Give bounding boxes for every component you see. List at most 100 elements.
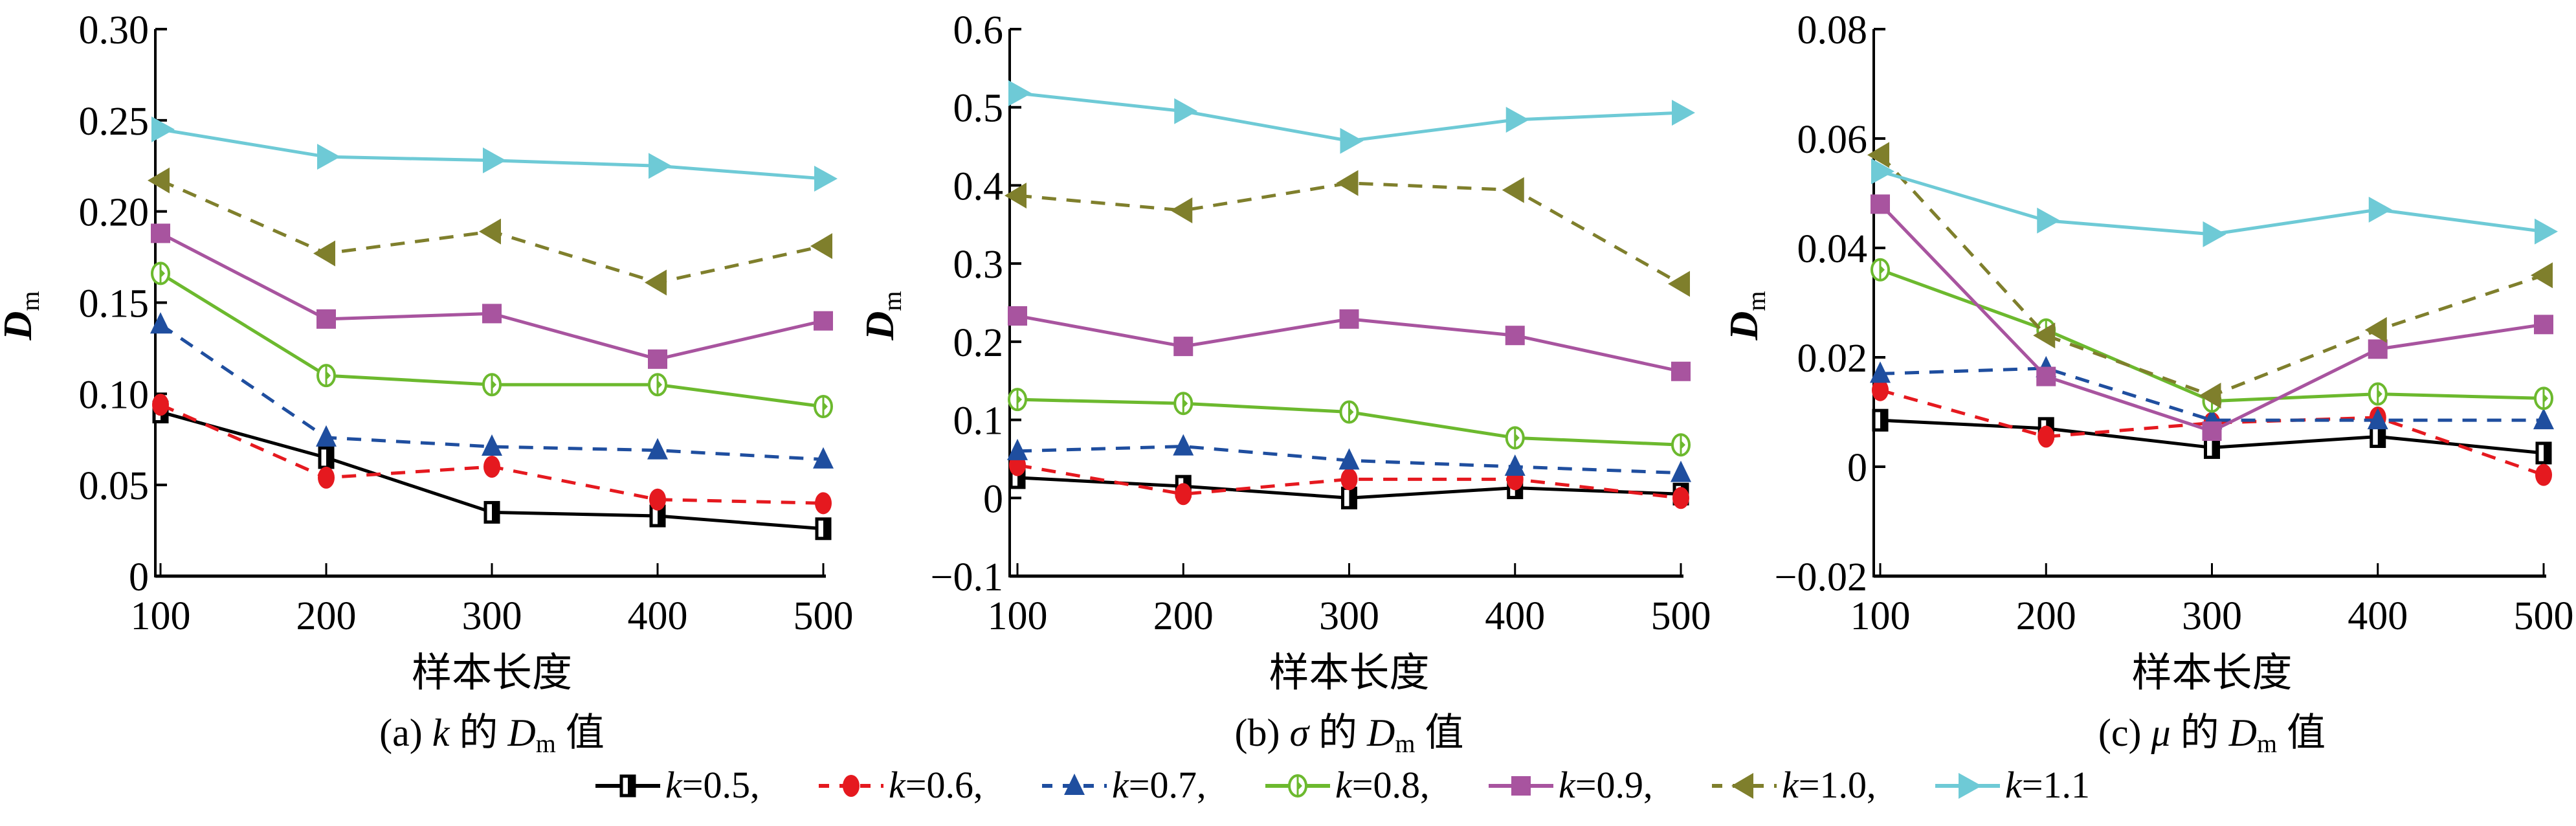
x-tick-label: 400 [628,594,688,638]
y-axis-title: Dm [1722,291,1771,341]
data-point-tip [823,402,828,412]
y-tick-label: 0.20 [79,191,150,235]
legend-item: k=0.8, [1265,764,1429,806]
data-point-fill [658,506,664,526]
data-point-tip [161,269,165,278]
x-tick-label: 400 [2348,594,2408,638]
data-point [2368,196,2392,223]
x-axis-title: 样本长度 [2131,651,2292,695]
data-point-fill [1880,410,1887,430]
series-k-0.7 [1007,434,1691,482]
data-point [2367,408,2388,430]
data-point [317,144,340,170]
data-point [1340,128,1364,154]
data-point [151,116,175,142]
panel-b: −0.1 0 0.1 0.2 0.3 0.4 0.5 0.6 100 200 300 400 500 Dm… [858,8,1711,758]
data-point [316,425,337,447]
y-tick-label: 0.3 [953,243,1004,287]
legend-item: k=0.5, [595,764,759,806]
legend-param: k [1559,764,1576,806]
panel-caption: (a) k 的 Dm 值 [379,711,605,758]
data-point [648,349,667,369]
series-line [1017,463,1682,500]
y-axis-title: Dm [0,291,45,341]
legend-value: =0.7, [1129,764,1206,806]
caption-prefix: (b) [1234,711,1289,754]
y-tick-label: 0.30 [79,8,150,52]
data-point [2037,425,2055,448]
data-point-tip [1017,395,1022,405]
legend-label: k=0.5, [665,764,759,806]
data-point [148,167,170,194]
data-point [1871,158,1894,184]
x-tick-label: 200 [296,594,357,638]
caption-param: σ [1289,711,1310,754]
data-point-tip [1880,265,1885,274]
data-point [2368,339,2388,359]
data-point-fill [2212,438,2219,458]
x-tick-label: 500 [794,594,854,638]
legend-value: =1.0, [1799,764,1876,806]
data-point [649,488,666,511]
caption-sub: m [536,729,556,758]
series-k-1.0 [1005,170,1690,297]
panel-a: 0 0.05 0.10 0.15 0.20 0.25 0.30 100 200 300 400 500… [0,8,854,758]
data-point [483,456,500,478]
data-point [2535,218,2558,245]
y-axis-title-main: D [1722,311,1766,341]
legend-marker [1511,776,1531,796]
legend-marker-tip [1298,781,1302,790]
data-point [150,312,171,334]
series-k-1.0 [148,167,832,296]
series-line [1880,366,2544,422]
data-point [2364,317,2387,343]
data-point [2534,315,2553,335]
x-tick-label: 500 [1651,594,1711,638]
legend-item: k=1.0, [1712,764,1876,806]
legend-param: k [2005,764,2023,806]
caption-suffix: 值 [2277,711,2326,754]
legend-label: k=1.0, [1782,764,1876,806]
data-point [1008,80,1032,106]
legend-param: k [1112,764,1129,806]
caption-mid: 的 [449,711,507,754]
y-tick-label: 0.2 [953,321,1004,365]
panel-c: −0.02 0 0.02 0.04 0.06 0.08 100 200 300 400 500 Dm 样… [1722,8,2574,758]
legend-value: =0.8, [1352,764,1430,806]
x-tick-label: 300 [462,594,522,638]
data-point [814,165,838,192]
data-point [814,311,833,331]
legend-marker-fill [628,776,634,796]
legend-param: k [1335,764,1353,806]
caption-sub: m [1395,729,1415,758]
x-tick-label: 300 [1319,594,1379,638]
data-point [1871,194,1890,214]
caption-prefix: (c) [2098,711,2151,754]
data-point [1671,460,1691,482]
legend-item: k=1.1 [1935,764,2090,806]
y-tick-label: 0.06 [1797,118,1868,162]
series-k-0.9 [151,223,833,369]
legend-item: k=0.9, [1489,764,1652,806]
series-k-0.8 [151,262,833,419]
data-point [1173,337,1194,357]
legend-value: =0.6, [905,764,983,806]
y-axis-title-sub: m [1742,291,1771,311]
data-point [813,447,834,469]
legend-label: k=0.9, [1559,764,1652,806]
y-tick-label: 0.10 [79,373,150,417]
caption-suffix: 值 [1416,711,1464,754]
y-tick-label: 0 [129,555,149,599]
data-point-tip [326,371,331,381]
data-point [316,309,336,329]
legend-value: =0.5, [682,764,760,806]
caption-mid: 的 [1309,711,1367,754]
data-point [647,438,668,460]
data-point [1870,361,1891,383]
legend-marker [1959,773,1982,799]
data-point [1005,183,1027,209]
caption-param: k [432,711,450,754]
data-point [2033,322,2056,349]
caption-suffix: 值 [556,711,605,754]
data-point [483,147,506,173]
